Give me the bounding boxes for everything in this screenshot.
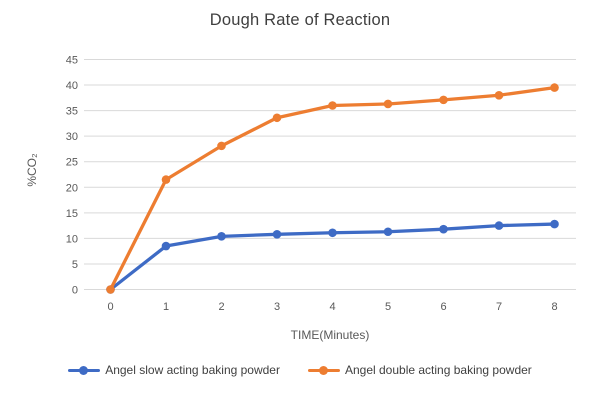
series-0-marker: [328, 228, 337, 238]
x-tick-label: 1: [163, 301, 169, 313]
x-tick-label: 2: [218, 301, 224, 313]
series-0-marker: [161, 241, 171, 251]
series-1-marker: [106, 285, 115, 294]
series-1-marker: [439, 95, 448, 105]
y-tick-label: 30: [66, 131, 78, 143]
legend-label: Angel double acting baking powder: [344, 363, 532, 377]
x-tick-label: 6: [440, 301, 446, 313]
y-tick-label: 45: [66, 55, 78, 67]
legend-item-1: Angel double acting baking powder: [307, 363, 532, 377]
series-1-marker: [383, 99, 393, 109]
legend-label: Angel slow acting baking powder: [105, 363, 280, 377]
y-axis-title: %CO₂: [25, 153, 39, 187]
series-0-marker: [550, 219, 559, 229]
y-tick-label: 15: [66, 208, 78, 220]
y-tick-label: 10: [66, 233, 78, 245]
series-1-marker: [494, 90, 504, 100]
series-1-marker: [328, 101, 337, 110]
series-0-marker: [217, 232, 226, 241]
chart-title: Dough Rate of Reaction: [209, 11, 391, 29]
legend-line-marker-icon: [307, 365, 340, 375]
y-tick-label: 5: [72, 259, 78, 271]
series-0-marker: [383, 227, 393, 237]
legend-item-0: Angel slow acting baking powder: [68, 363, 280, 377]
x-tick-label: 0: [107, 301, 113, 313]
series-1-marker: [550, 83, 559, 92]
series-1-marker: [217, 141, 226, 151]
x-tick-label: 7: [496, 301, 502, 313]
series-0-marker: [439, 224, 448, 234]
series-0-marker: [494, 221, 504, 230]
legend-line-marker-icon: [68, 365, 101, 375]
series-1-marker: [161, 175, 171, 184]
y-tick-label: 20: [66, 182, 78, 194]
y-axis-ticks: 0 5 10 15 20 25 30 35 40 45: [66, 55, 78, 297]
y-tick-label: 0: [72, 285, 78, 297]
x-tick-label: 3: [274, 301, 280, 313]
chart-legend: Angel slow acting baking powder Angel dou…: [0, 363, 600, 377]
series-1-marker: [272, 113, 282, 123]
x-tick-label: 8: [551, 301, 557, 313]
x-tick-label: 5: [385, 301, 391, 313]
series-1-line: [108, 85, 557, 292]
data-series: [106, 83, 559, 294]
series-0-marker: [272, 230, 282, 239]
y-tick-label: 40: [66, 80, 78, 92]
y-tick-label: 35: [66, 106, 78, 118]
gridlines: [84, 59, 576, 290]
x-tick-label: 4: [329, 301, 335, 313]
x-axis-ticks: 0 1 2 3 4 5 6 7 8: [107, 301, 557, 313]
x-axis-title: TIME(Minutes): [291, 328, 370, 342]
y-tick-label: 25: [66, 157, 78, 169]
